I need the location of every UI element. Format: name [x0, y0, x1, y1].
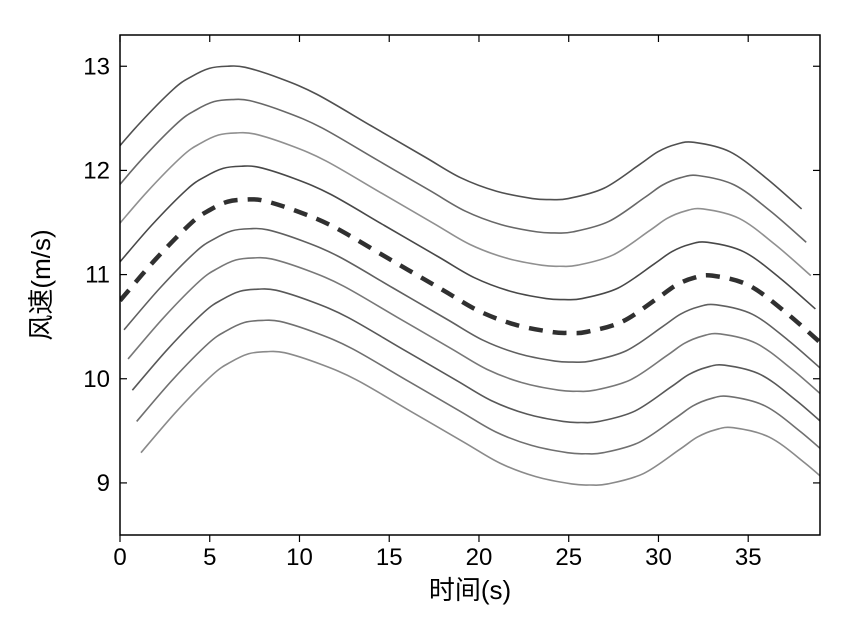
y-tick-label: 11 [85, 262, 110, 289]
x-axis-label: 时间(s) [429, 575, 511, 605]
y-tick-label: 12 [83, 157, 110, 184]
wind-speed-chart: 0 5 10 15 20 25 30 35 9 10 11 12 13 时间(s) 风速(m/s) [0, 0, 865, 629]
x-tick-label: 25 [555, 544, 582, 571]
x-tick-label: 30 [645, 544, 672, 571]
x-tick-label: 0 [113, 544, 126, 571]
y-tick-label: 9 [97, 470, 110, 497]
x-tick-label: 20 [466, 544, 493, 571]
x-tick-label: 35 [735, 544, 762, 571]
y-tick-label: 13 [83, 53, 110, 80]
x-tick-label: 5 [203, 544, 216, 571]
x-tick-label: 15 [376, 544, 403, 571]
x-tick-label: 10 [286, 544, 313, 571]
y-axis-label: 风速(m/s) [26, 229, 56, 340]
y-tick-label: 10 [83, 366, 110, 393]
